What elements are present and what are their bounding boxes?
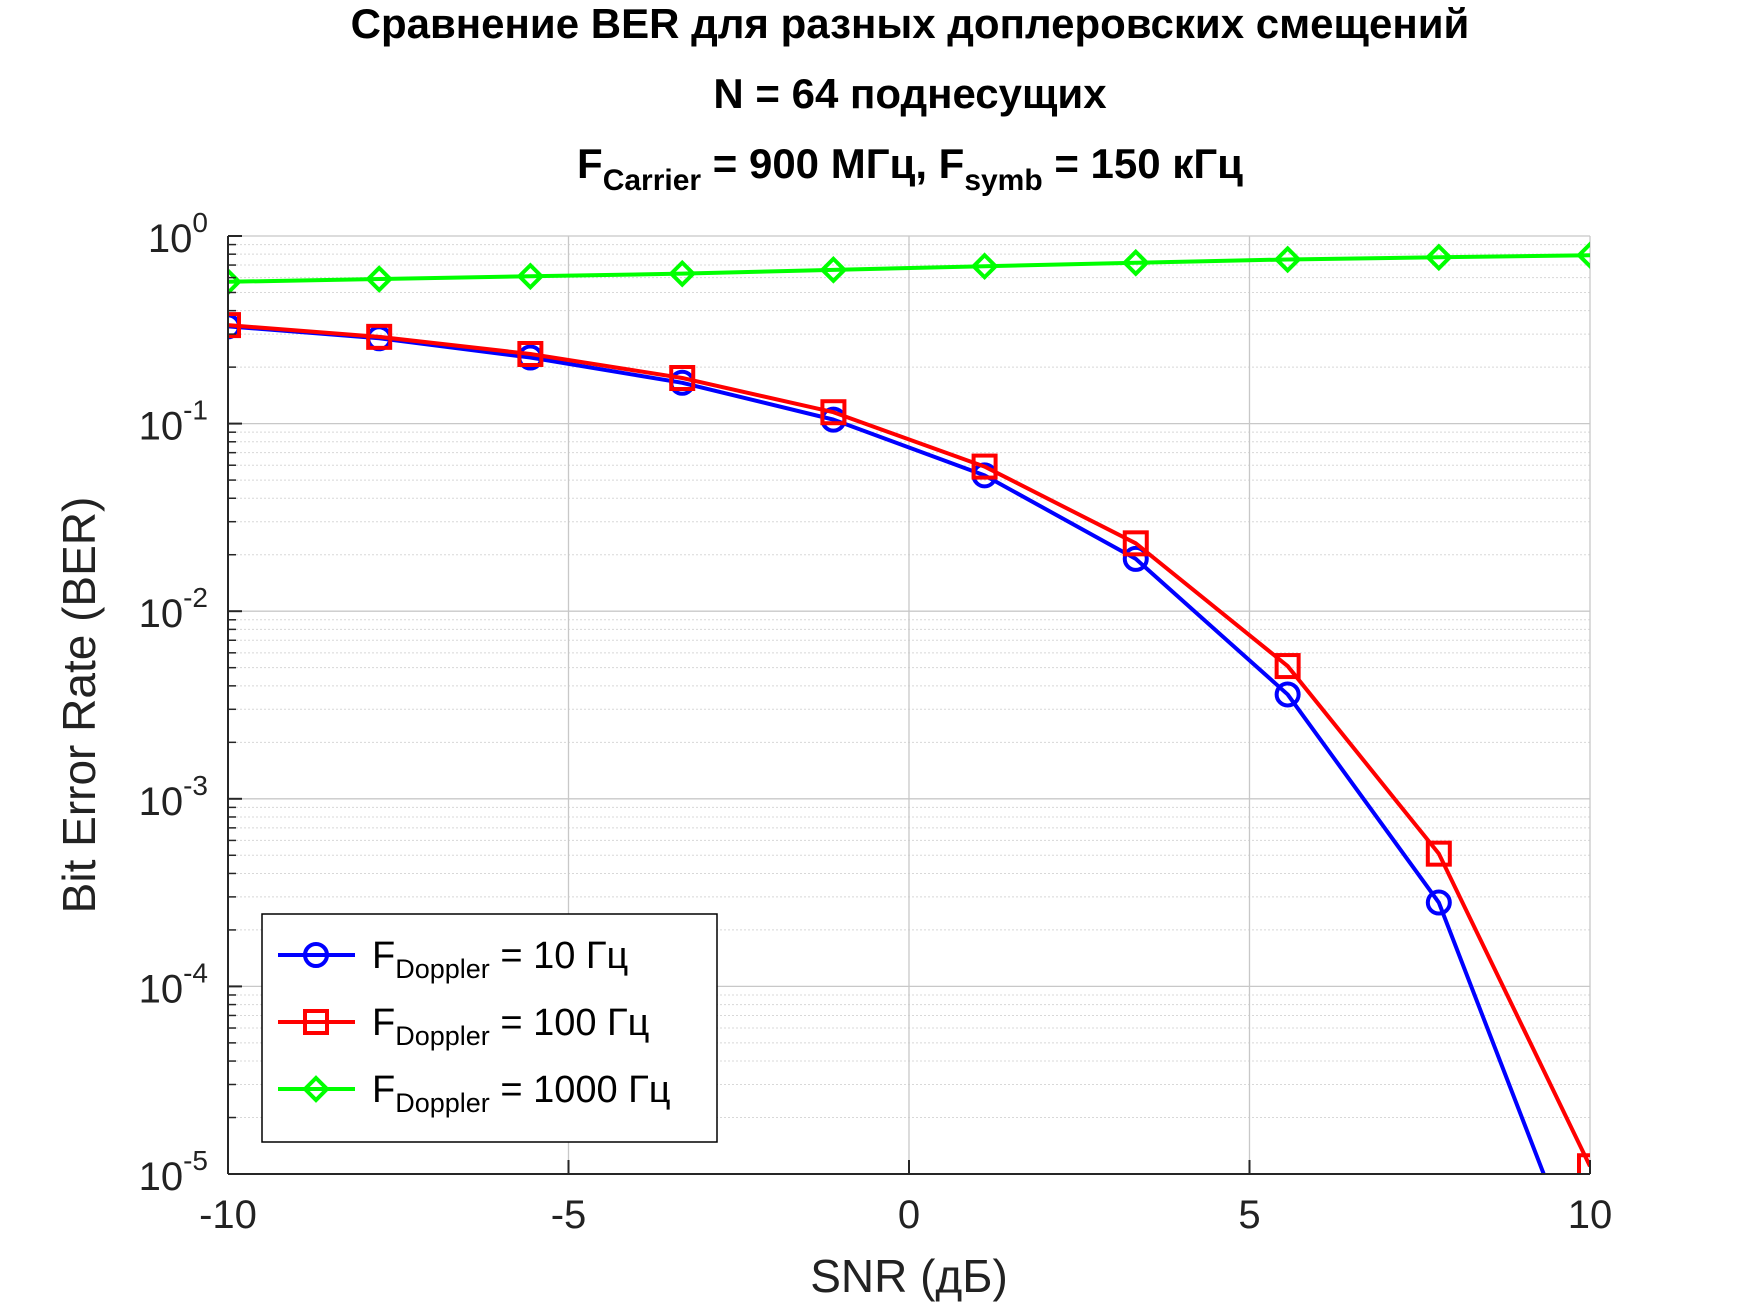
y-axis-label: Bit Error Rate (BER) [53, 497, 105, 914]
data-point-series-1 [1122, 545, 1149, 572]
axes [227, 235, 1591, 1175]
data-point-series-1 [1425, 889, 1452, 916]
title-mid: = 900 МГц, F [701, 140, 964, 187]
y-tick-label: 10-2 [139, 582, 208, 636]
title-symb-sub: symb [964, 164, 1042, 197]
title-end: = 150 кГц [1043, 140, 1243, 187]
tick-labels: 100 10-1 10-2 10-3 10-4 10-5-10 -5 0 5 10 [139, 207, 1613, 1237]
data-point-series-1 [1274, 681, 1301, 708]
legend-marker-1 [303, 942, 329, 968]
data-point-series-3 [1121, 248, 1150, 277]
legend: FDoppler = 10 Гц FDoppler = 100 Гц FDopple… [261, 913, 718, 1143]
data-point-series-2 [1577, 1153, 1590, 1174]
data-point-series-3 [516, 262, 545, 291]
legend-label-2: FDoppler = 100 Гц [372, 1002, 649, 1051]
series-line-3 [228, 253, 1590, 284]
y-tick-label: 10-5 [139, 1145, 208, 1199]
data-point-series-3 [365, 265, 394, 293]
x-tick-label: 0 [898, 1193, 920, 1237]
series-layer [228, 241, 1590, 1174]
data-point-series-2 [1425, 840, 1452, 867]
chart-title-line3: FCarrier = 900 МГц, Fsymb = 150 кГц [577, 140, 1243, 197]
title-carrier-f: F [577, 140, 603, 187]
data-point-series-2 [366, 323, 393, 350]
data-point-series-2 [517, 340, 544, 367]
y-tick-label: 10-3 [139, 770, 208, 824]
data-point-series-3 [668, 259, 697, 288]
data-point-series-2 [1122, 530, 1149, 557]
x-tick-label: 10 [1568, 1193, 1613, 1237]
data-point-series-3 [1273, 245, 1302, 274]
y-tick-label: 100 [148, 207, 208, 261]
legend-marker-3 [302, 1075, 330, 1103]
data-point-series-3 [1424, 243, 1453, 272]
data-point-series-2 [1274, 653, 1301, 680]
x-tick-label: 5 [1238, 1193, 1260, 1237]
data-point-series-2 [669, 365, 696, 392]
x-axis-label: SNR (дБ) [810, 1250, 1008, 1302]
x-tick-label: -10 [199, 1193, 257, 1237]
legend-marker-2 [303, 1009, 329, 1035]
series-line-2 [228, 323, 1590, 1168]
y-tick-label: 10-1 [139, 395, 208, 449]
data-point-series-3 [1576, 241, 1590, 270]
data-point-series-2 [820, 399, 847, 426]
data-point-series-2 [228, 312, 241, 339]
x-tick-label: -5 [551, 1193, 587, 1237]
legend-label-1: FDoppler = 10 Гц [372, 935, 628, 984]
legend-box [261, 913, 718, 1143]
title-carrier-sub: Carrier [603, 164, 702, 197]
legend-label-3: FDoppler = 1000 Гц [372, 1069, 671, 1118]
chart-title-line2: N = 64 поднесущих [713, 70, 1107, 117]
chart-title-line1: Сравнение BER для разных доплеровских см… [351, 0, 1470, 47]
y-tick-label: 10-4 [139, 957, 208, 1011]
data-point-series-2 [971, 453, 998, 480]
data-point-series-3 [819, 256, 848, 284]
data-point-series-3 [970, 252, 999, 281]
series-line-1 [228, 324, 1546, 1174]
